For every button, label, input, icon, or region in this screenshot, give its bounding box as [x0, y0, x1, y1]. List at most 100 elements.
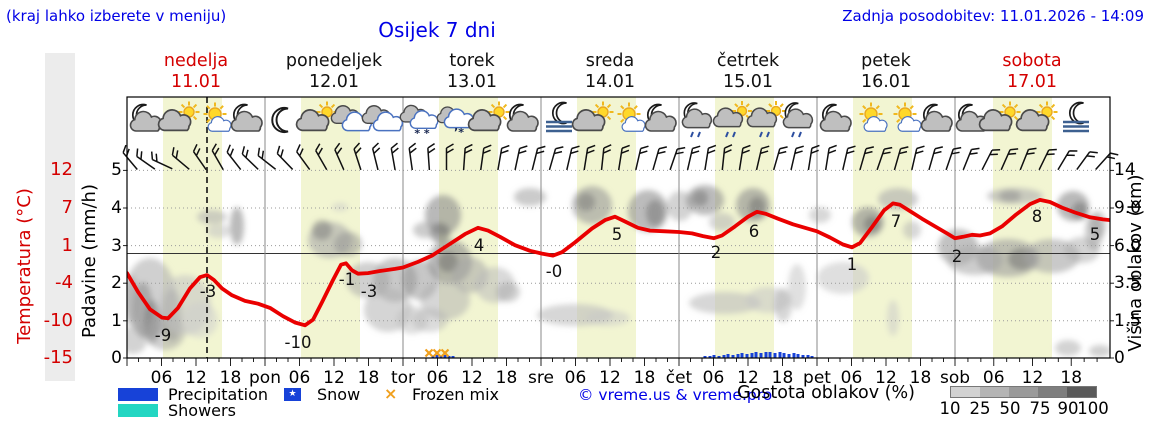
temp-axis-tick: -4	[55, 272, 73, 293]
scale-segment	[951, 387, 980, 397]
day-date: 16.01	[860, 72, 912, 92]
weather-icon-cloudy	[330, 105, 373, 132]
cloud-blob	[692, 190, 708, 206]
cloud-blob	[878, 188, 918, 210]
cloud-blob	[312, 220, 332, 240]
precip-bar	[447, 356, 451, 358]
frozen-mix-marker	[440, 348, 450, 358]
precip-bar	[759, 353, 763, 358]
cloud-density-scale-bar	[950, 386, 1097, 398]
wind-barb	[226, 144, 242, 171]
weather-icon-moon-cloud	[920, 103, 953, 132]
wind-barb	[928, 146, 944, 171]
precip-bar	[435, 355, 439, 358]
weather-icon-cloud-sun	[157, 101, 200, 132]
cloud-axis-tick: 9.0	[1114, 198, 1142, 218]
wind-barb	[514, 145, 528, 171]
precip-bar	[801, 355, 805, 358]
weather-icon-moon-cloud-drizzle	[681, 102, 713, 138]
wind-barb	[945, 146, 962, 171]
precip-bar	[792, 353, 796, 358]
weather-icon-cloudy-snow: * *	[399, 104, 439, 140]
cloud-blob	[514, 188, 546, 206]
wind-barb	[566, 145, 580, 171]
weather-icon-moon-cloud	[644, 103, 677, 132]
wind-barb	[531, 145, 546, 171]
wind-barb	[981, 149, 1001, 171]
precip-bar	[773, 353, 777, 358]
cloud-blob	[1055, 340, 1081, 356]
weather-icon-cloud-sun	[1015, 101, 1058, 132]
precip-bar	[439, 356, 443, 358]
precip-bar	[726, 354, 730, 358]
temp-point-label: 4	[474, 236, 485, 255]
frozen-mix-marker	[432, 348, 442, 358]
day-date: 17.01	[1006, 72, 1058, 92]
cloud-blob	[412, 308, 448, 332]
cloud-blob	[689, 292, 761, 314]
precip-axis-tick: 2	[111, 273, 122, 293]
temp-point-label: -3	[361, 282, 377, 301]
weather-icon-moon	[271, 106, 289, 134]
precip-bar	[451, 356, 455, 358]
axis-ticks	[123, 169, 1114, 366]
temp-point-label: 2	[952, 247, 963, 266]
x-tick-label: 12	[1021, 368, 1044, 388]
precip-bar	[736, 354, 740, 358]
wind-barb	[962, 147, 980, 171]
wind-barb	[1095, 152, 1119, 170]
wind-barb	[334, 142, 345, 171]
precip-bar	[787, 354, 791, 358]
x-tick-label: 18	[1060, 368, 1083, 388]
day-date: 14.01	[584, 72, 636, 92]
scale-segment	[1067, 387, 1096, 397]
x-day-abbr: sre	[528, 368, 554, 388]
x-tick-label: 06	[702, 368, 725, 388]
cloud-blob	[774, 288, 792, 322]
day-name-sreda: sreda	[585, 51, 635, 71]
temp-point-label: -1	[339, 270, 355, 289]
cloud-blob	[197, 210, 227, 224]
wind-barb	[479, 144, 492, 171]
temp-point-label: 1	[847, 255, 858, 274]
legend-showers-swatch	[118, 404, 158, 417]
wind-barb	[353, 142, 362, 171]
x-tick-label: 12	[875, 368, 897, 388]
x-tick-label: 12	[599, 368, 621, 388]
precip-bar	[712, 355, 716, 358]
wind-barb	[772, 146, 788, 171]
temp-point-label: 2	[711, 243, 722, 262]
temp-point-label: 8	[1032, 207, 1043, 226]
cloud-blob	[182, 302, 218, 338]
temp-point-label: 6	[749, 222, 760, 241]
x-tick-label: 06	[564, 368, 587, 388]
scale-segment	[1038, 387, 1067, 397]
wind-barb	[462, 143, 473, 171]
precip-bar	[764, 352, 768, 358]
precip-bar	[731, 355, 735, 358]
frozen-mix-marker	[424, 348, 434, 358]
wind-barb	[1057, 150, 1078, 171]
weather-icon-cloud-sun-drizzle	[746, 101, 786, 138]
wind-barb	[755, 145, 770, 171]
precip-bar	[703, 356, 707, 358]
x-tick-label: 06	[840, 368, 863, 388]
temp-point-label: 7	[891, 212, 902, 231]
precip-bar	[806, 355, 810, 358]
x-tick-label: 06	[426, 368, 449, 388]
precip-axis-tick: 1	[111, 311, 122, 331]
x-tick-label: 12	[737, 368, 759, 388]
x-tick-label: 18	[219, 368, 242, 388]
x-day-abbr: čet	[665, 368, 693, 388]
plot-border	[126, 96, 1111, 359]
cloud-blob	[413, 222, 437, 238]
cloud-blob	[577, 193, 595, 211]
x-tick-label: 06	[982, 368, 1005, 388]
day-name-ponedeljek: ponedeljek	[285, 51, 383, 71]
cloud-blob	[127, 326, 147, 354]
wind-barb	[738, 144, 751, 171]
precip-bar	[796, 354, 800, 358]
precip-axis-tick: 4	[111, 198, 122, 218]
weather-icon-sun-cloud	[893, 102, 922, 132]
